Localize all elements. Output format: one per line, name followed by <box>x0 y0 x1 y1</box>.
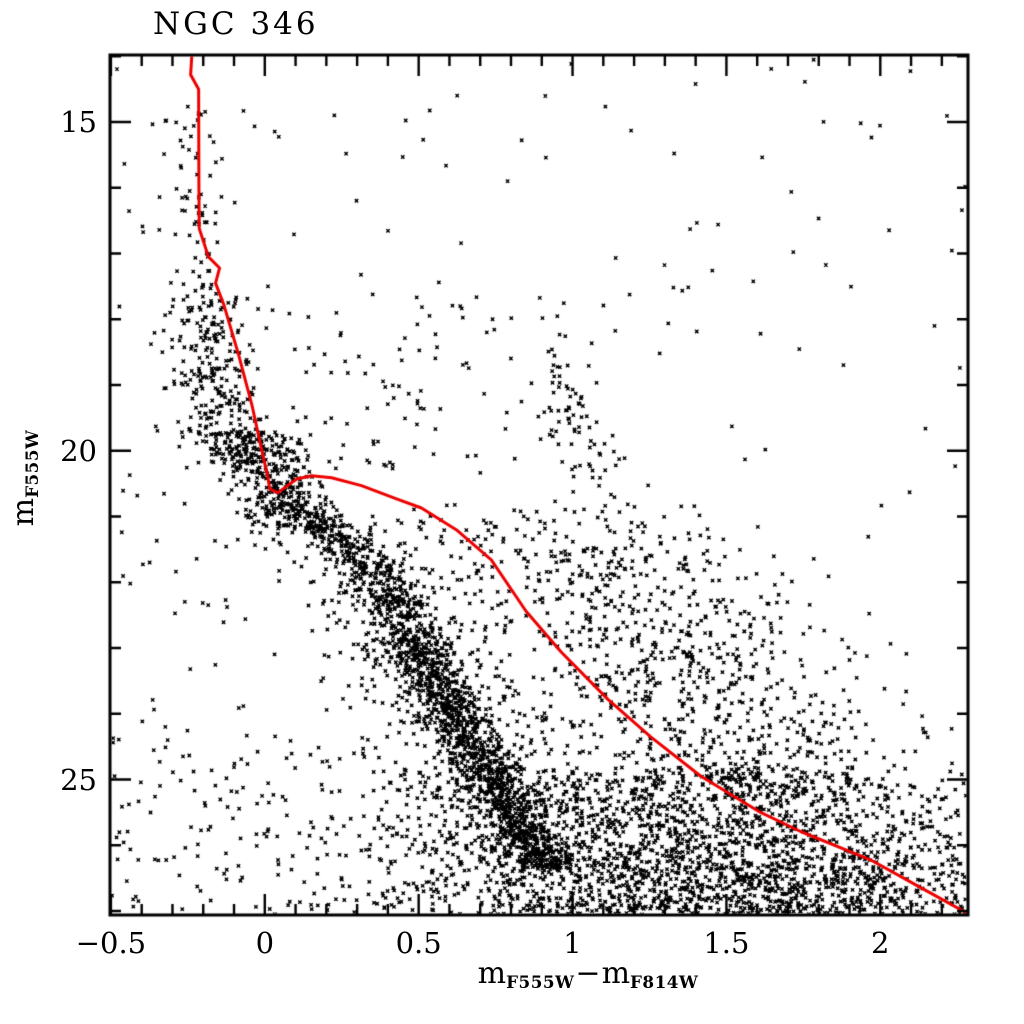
chart-title: NGC 346 <box>153 6 319 42</box>
x-axis-label-subscript1: F555W <box>506 971 575 992</box>
x-tick-label-2: 2 <box>871 926 890 960</box>
x-tick-label-0: 0 <box>255 926 275 960</box>
minus-sign: − <box>575 956 601 992</box>
x-axis-label-base2: m <box>601 956 631 992</box>
x-axis-label-subscript2: F814W <box>630 971 699 992</box>
x-axis-label: mF555W−mF814W <box>478 956 699 992</box>
x-tick-label-−0.5: −0.5 <box>75 926 147 960</box>
y-axis-label-base: m <box>6 497 42 527</box>
x-tick-label-1: 1 <box>563 926 582 960</box>
y-tick-label-20: 20 <box>60 433 97 468</box>
x-tick-label-1.5: 1.5 <box>703 926 750 960</box>
y-tick-label-25: 25 <box>60 762 97 797</box>
y-tick-label-15: 15 <box>60 105 97 140</box>
x-axis-label-base1: m <box>477 956 507 992</box>
x-tick-label-0.5: 0.5 <box>395 926 442 960</box>
